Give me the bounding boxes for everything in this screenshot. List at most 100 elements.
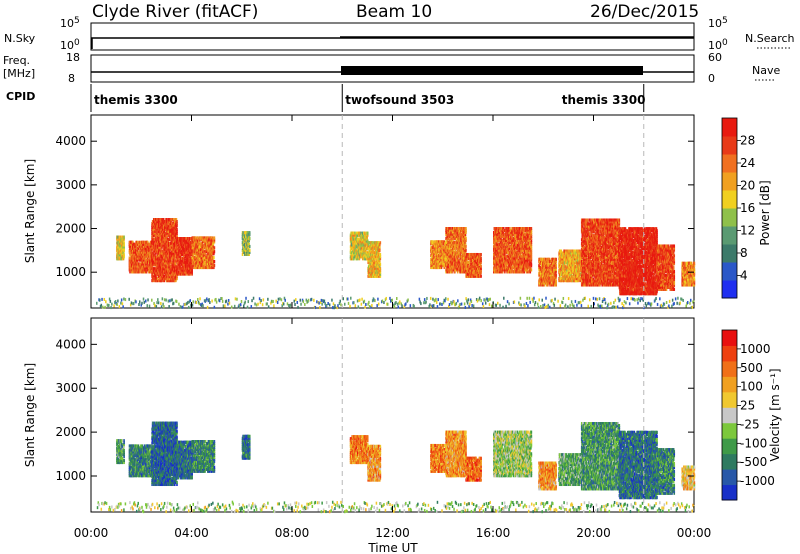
echo-cell bbox=[155, 245, 157, 249]
echo-cell bbox=[129, 244, 132, 248]
echo-cell bbox=[178, 246, 180, 251]
echo-cell bbox=[130, 258, 133, 262]
echo-cell bbox=[170, 255, 173, 259]
echo-cell bbox=[160, 223, 163, 228]
echo-cell bbox=[146, 258, 148, 262]
echo-cell bbox=[164, 259, 167, 263]
echo-cell bbox=[177, 272, 180, 276]
echo-cell bbox=[163, 235, 166, 239]
echo-cell bbox=[151, 247, 153, 251]
echo-cell bbox=[166, 221, 168, 226]
echo-cell bbox=[133, 250, 135, 254]
echo-cell bbox=[116, 245, 118, 249]
echo-cell bbox=[168, 278, 171, 283]
echo-cell bbox=[171, 241, 173, 245]
echo-cell bbox=[175, 243, 178, 247]
echo-cell bbox=[116, 239, 119, 243]
echo-cell bbox=[146, 250, 149, 254]
echo-cell bbox=[164, 251, 167, 255]
echo-cell bbox=[149, 252, 151, 256]
echo-cell bbox=[152, 276, 155, 281]
echo-cell bbox=[213, 236, 216, 240]
echo-cell bbox=[123, 243, 125, 247]
echo-cell bbox=[156, 225, 158, 230]
echo-cell bbox=[155, 275, 157, 279]
echo-cell bbox=[168, 257, 171, 261]
echo-cell bbox=[136, 252, 139, 256]
echo-cell bbox=[136, 260, 139, 264]
echo-cell bbox=[129, 246, 131, 250]
echo-cell bbox=[130, 242, 133, 246]
echo-cell bbox=[165, 276, 168, 281]
echo-cell bbox=[172, 278, 174, 283]
echo-cell bbox=[174, 269, 177, 273]
echo-cell bbox=[166, 255, 168, 259]
echo-cell bbox=[151, 265, 153, 269]
echo-cell bbox=[122, 245, 124, 249]
echo-cell bbox=[159, 220, 161, 224]
echo-cell bbox=[166, 231, 169, 236]
echo-cell bbox=[171, 261, 174, 265]
echo-cell bbox=[176, 268, 179, 272]
echo-cell bbox=[178, 256, 180, 260]
echo-cell bbox=[168, 235, 171, 239]
echo-cell bbox=[136, 250, 139, 254]
echo-cell bbox=[138, 270, 140, 274]
echo-cell bbox=[136, 248, 139, 252]
echo-cell bbox=[248, 237, 251, 241]
cpid-segment-label: twofsound 3503 bbox=[345, 93, 454, 107]
echo-cell bbox=[213, 263, 216, 268]
echo-cell bbox=[138, 258, 140, 262]
echo-cell bbox=[137, 246, 140, 250]
echo-cell bbox=[169, 267, 172, 271]
echo-cell bbox=[174, 247, 177, 251]
echo-cell bbox=[167, 241, 170, 245]
echo-cell bbox=[144, 268, 147, 272]
echo-cell bbox=[160, 271, 163, 275]
echo-cell bbox=[155, 251, 157, 255]
echo-cell bbox=[167, 221, 170, 226]
echo-cell bbox=[133, 248, 135, 252]
echo-cell bbox=[139, 248, 141, 252]
echo-cell bbox=[130, 252, 133, 256]
echo-cell bbox=[152, 247, 155, 251]
echo-cell bbox=[173, 265, 176, 269]
echo-cell bbox=[175, 267, 177, 271]
echo-cell bbox=[166, 225, 169, 230]
echo-cell bbox=[134, 246, 136, 250]
echo-cell bbox=[162, 243, 165, 247]
echo-cell bbox=[174, 263, 177, 267]
nsearch-tick-high: 105 bbox=[708, 16, 728, 30]
echo-cell bbox=[152, 271, 155, 275]
echo-cell bbox=[166, 218, 168, 222]
echo-cell bbox=[157, 273, 159, 277]
echo-cell bbox=[172, 275, 174, 279]
echo-cell bbox=[135, 254, 137, 258]
echo-cell bbox=[152, 275, 155, 279]
echo-cell bbox=[171, 251, 174, 255]
freq-label-2: [MHz] bbox=[3, 67, 35, 80]
echo-cell bbox=[147, 268, 150, 272]
echo-cell bbox=[166, 227, 168, 232]
echo-cell bbox=[175, 251, 177, 255]
echo-cell bbox=[133, 242, 135, 246]
echo-cell bbox=[134, 262, 137, 266]
echo-cell bbox=[176, 221, 178, 226]
echo-cell bbox=[133, 254, 136, 258]
echo-cell bbox=[162, 221, 165, 226]
echo-cell bbox=[166, 235, 168, 239]
echo-cell bbox=[148, 242, 150, 246]
echo-cell bbox=[167, 267, 170, 271]
echo-cell bbox=[156, 220, 159, 224]
echo-cell bbox=[168, 220, 171, 224]
echo-cell bbox=[465, 227, 467, 231]
echo-cell bbox=[176, 239, 179, 243]
echo-cell bbox=[172, 218, 175, 222]
echo-cell bbox=[172, 229, 175, 234]
echo-cell bbox=[167, 261, 169, 265]
echo-cell bbox=[157, 227, 159, 232]
echo-cell bbox=[170, 259, 172, 263]
echo-cell bbox=[121, 237, 124, 241]
beam-title: Beam 10 bbox=[356, 2, 432, 22]
echo-cell bbox=[166, 237, 169, 241]
